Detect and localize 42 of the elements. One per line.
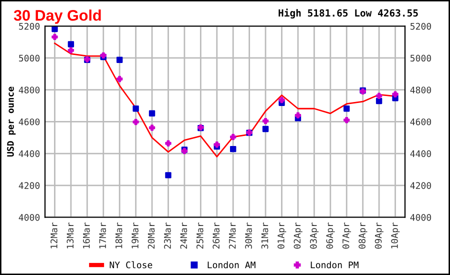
- x-tick-label: 18Mar: [115, 222, 122, 248]
- x-tick-label: 16Mar: [82, 222, 90, 248]
- y-tick-label: 4800: [18, 86, 40, 94]
- x-tick-label: 02Apr: [294, 222, 302, 249]
- x-tick-label: 09Apr: [374, 222, 384, 249]
- y2-tick-label: 4200: [410, 182, 432, 189]
- x-tick-label: 06Apr: [326, 222, 335, 249]
- x-tick-label: 20Mar: [148, 222, 155, 249]
- x-tick-label: 10Apr: [391, 222, 400, 248]
- y2-tick-label: 4800: [410, 86, 432, 94]
- x-tick-label: 24Mar: [180, 222, 188, 249]
- y2-tick-label: 5200: [410, 22, 432, 30]
- y-tick-label: 4000: [18, 214, 40, 221]
- x-tick-label: 08Apr: [358, 222, 368, 249]
- chart-subtitle: High 5181.65 Low 4263.55: [278, 8, 418, 19]
- y-tick-label: 5200: [19, 22, 40, 30]
- x-tick-label: 31Mar: [261, 222, 268, 249]
- x-tick-label: 12Mar: [50, 222, 58, 248]
- x-tick-label: 19Mar: [132, 222, 138, 248]
- y2-tick-label: 4600: [410, 118, 432, 126]
- x-tick-label: 25Mar: [196, 222, 204, 249]
- legend-label: London AM: [208, 261, 256, 268]
- legend-label: NY Close: [110, 261, 152, 268]
- x-tick-label: 03Apr: [310, 222, 319, 249]
- chart-title: 30 Day Gold: [14, 10, 101, 24]
- y-tick-label: 4400: [18, 150, 40, 158]
- y-tick-label: 4600: [18, 118, 40, 126]
- x-tick-label: 26Mar: [212, 222, 220, 249]
- y2-tick-label: 5000: [410, 54, 432, 62]
- y2-tick-label: 4400: [410, 150, 432, 158]
- x-tick-label: 07Apr: [342, 222, 352, 249]
- x-tick-label: 01Apr: [278, 222, 286, 249]
- y-tick-label: 5000: [19, 54, 40, 62]
- x-tick-label: 17Mar: [99, 222, 106, 248]
- x-tick-label: 13Mar: [66, 222, 74, 248]
- y-tick-label: 4200: [18, 182, 40, 189]
- x-tick-label: 27Mar: [228, 222, 236, 249]
- y2-tick-label: 4000: [410, 214, 432, 221]
- x-tick-label: 23Mar: [164, 222, 171, 249]
- legend-label: London PM: [310, 261, 358, 268]
- y-axis-title: USD per ounce: [7, 86, 16, 157]
- x-tick-label: 30Mar: [245, 222, 252, 249]
